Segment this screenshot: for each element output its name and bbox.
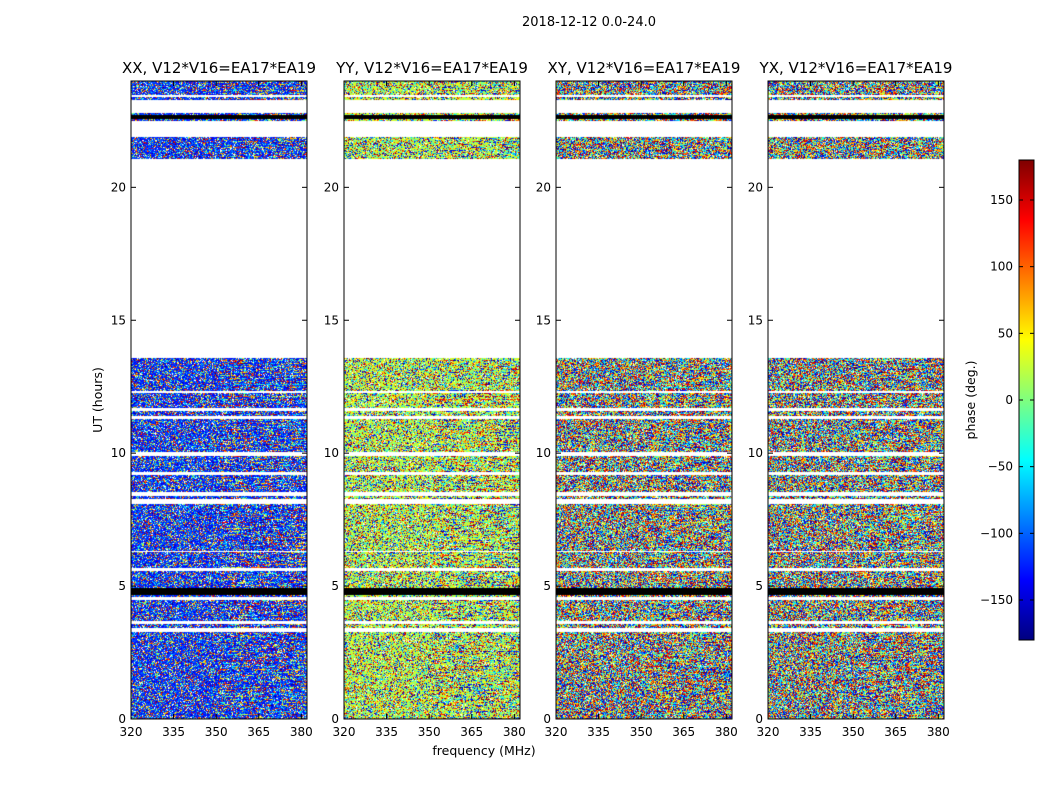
x-tick-label: 365 [247, 725, 270, 739]
x-tick-label: 380 [290, 725, 313, 739]
heatmap-xy [556, 81, 732, 719]
x-tick-label: 335 [587, 725, 610, 739]
y-tick-label: 0 [755, 712, 763, 726]
colorbar-tick-label: 0 [1005, 393, 1013, 407]
x-tick-label: 335 [162, 725, 185, 739]
plot-frame [767, 80, 945, 720]
y-axis-label: UT (hours) [90, 367, 105, 433]
y-tick-label: 0 [543, 712, 551, 726]
x-tick-label: 380 [503, 725, 526, 739]
chart-suptitle: 2018-12-12 0.0-24.0 [522, 15, 656, 30]
colorbar: 150 100 50 0 −50 −100 −150 [980, 159, 1035, 641]
colorbar-tick-label: −150 [980, 593, 1013, 607]
panel-yx: YX, V12*V16=EA17*EA19 0 5 10 15 20 320 335 350 36… [748, 59, 953, 739]
y-tick-label: 5 [118, 579, 126, 593]
x-tick-label: 350 [418, 725, 441, 739]
panels-layer: XX, V12*V16=EA17*EA19 0 5 10 15 20 320 335 350 36… [111, 59, 953, 739]
x-tick-label: 320 [120, 725, 143, 739]
x-tick-label: 320 [333, 725, 356, 739]
y-tick-label: 10 [111, 446, 126, 460]
y-tick-label: 20 [111, 180, 126, 194]
x-axis-label: frequency (MHz) [432, 743, 535, 758]
colorbar-tick-label: 50 [998, 326, 1013, 340]
panel-title: YX, V12*V16=EA17*EA19 [759, 59, 953, 77]
x-tick-label: 380 [715, 725, 738, 739]
x-tick-label: 350 [630, 725, 653, 739]
y-tick-label: 10 [748, 446, 763, 460]
y-tick-label: 15 [324, 313, 339, 327]
x-tick-label: 320 [757, 725, 780, 739]
plot-frame [343, 80, 521, 720]
y-tick-label: 20 [324, 180, 339, 194]
plot-frame [130, 80, 308, 720]
panel-xx: XX, V12*V16=EA17*EA19 0 5 10 15 20 320 335 350 36… [111, 59, 316, 739]
y-tick-label: 0 [331, 712, 339, 726]
panel-title: XX, V12*V16=EA17*EA19 [122, 59, 316, 77]
x-tick-label: 365 [884, 725, 907, 739]
y-tick-label: 10 [536, 446, 551, 460]
heatmap-yy [344, 81, 520, 719]
panel-title: XY, V12*V16=EA17*EA19 [548, 59, 741, 77]
panel-yy: YY, V12*V16=EA17*EA19 0 5 10 15 20 320 335 350 36… [324, 59, 528, 739]
x-tick-label: 335 [375, 725, 398, 739]
x-tick-label: 320 [545, 725, 568, 739]
y-tick-label: 15 [748, 313, 763, 327]
x-tick-label: 365 [460, 725, 483, 739]
x-tick-label: 365 [672, 725, 695, 739]
y-tick-label: 10 [324, 446, 339, 460]
panel-xy: XY, V12*V16=EA17*EA19 0 5 10 15 20 320 335 350 36… [536, 59, 741, 739]
heatmap-xx [131, 81, 307, 719]
colorbar-tick-label: −100 [980, 526, 1013, 540]
x-tick-label: 350 [842, 725, 865, 739]
y-tick-label: 15 [111, 313, 126, 327]
panel-title: YY, V12*V16=EA17*EA19 [335, 59, 528, 77]
y-tick-label: 20 [536, 180, 551, 194]
y-tick-label: 15 [536, 313, 551, 327]
y-tick-label: 5 [755, 579, 763, 593]
colorbar-tick-label: −50 [988, 460, 1013, 474]
x-tick-label: 380 [927, 725, 950, 739]
y-tick-label: 5 [543, 579, 551, 593]
y-tick-label: 20 [748, 180, 763, 194]
y-tick-label: 0 [118, 712, 126, 726]
colorbar-tick-label: 100 [990, 260, 1013, 274]
y-tick-label: 5 [331, 579, 339, 593]
x-tick-label: 350 [205, 725, 228, 739]
plot-frame [555, 80, 733, 720]
colorbar-label: phase (deg.) [963, 361, 978, 440]
colorbar-tick-label: 150 [990, 193, 1013, 207]
heatmap-yx [768, 81, 944, 719]
x-tick-label: 335 [799, 725, 822, 739]
